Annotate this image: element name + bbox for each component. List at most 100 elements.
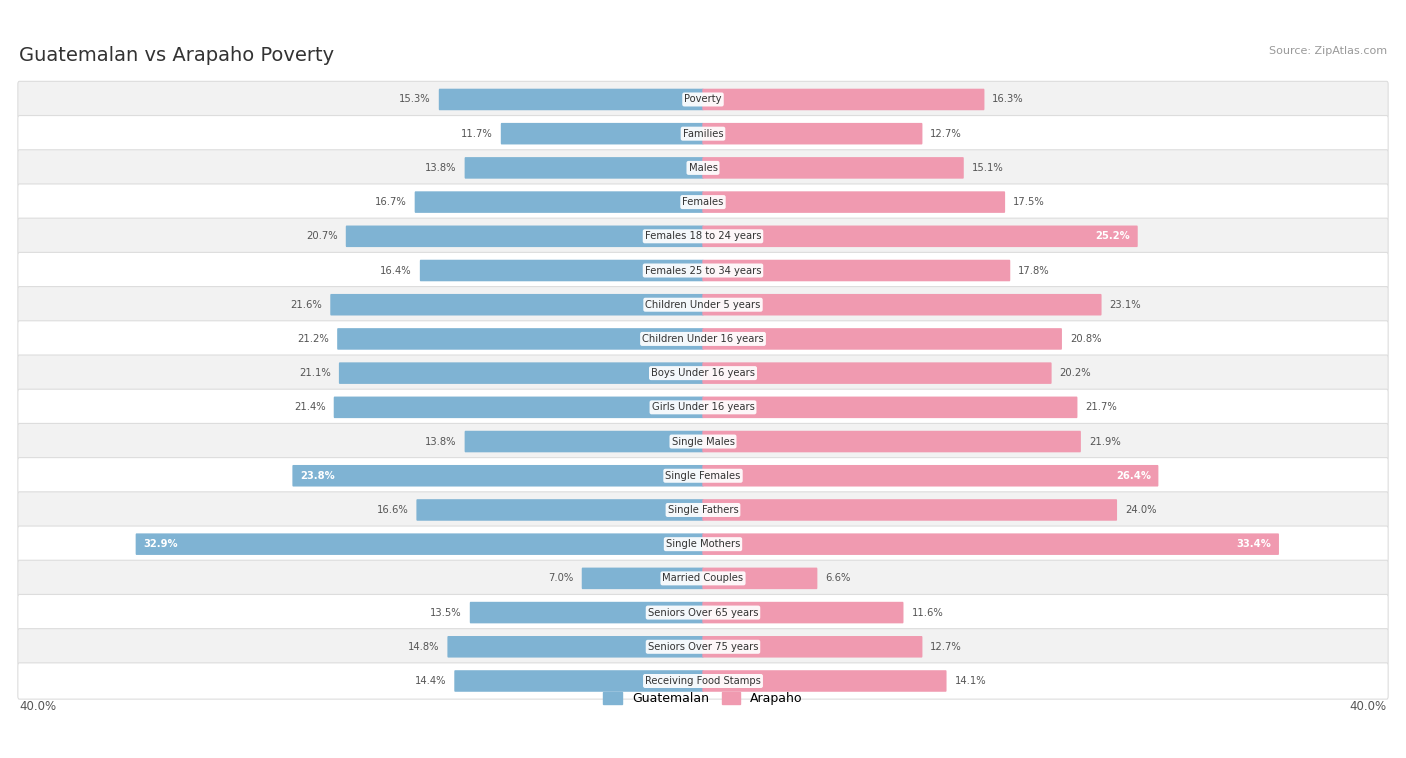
FancyBboxPatch shape [464, 431, 703, 453]
FancyBboxPatch shape [18, 492, 1388, 528]
FancyBboxPatch shape [18, 628, 1388, 665]
Text: 21.6%: 21.6% [291, 299, 322, 310]
Text: 16.4%: 16.4% [380, 265, 412, 275]
Text: 15.3%: 15.3% [399, 95, 430, 105]
Text: 24.0%: 24.0% [1125, 505, 1157, 515]
FancyBboxPatch shape [18, 662, 1388, 699]
Text: 6.6%: 6.6% [825, 573, 851, 584]
Text: Boys Under 16 years: Boys Under 16 years [651, 368, 755, 378]
Text: 20.8%: 20.8% [1070, 334, 1101, 344]
Text: 13.5%: 13.5% [430, 608, 461, 618]
FancyBboxPatch shape [18, 287, 1388, 323]
Text: 32.9%: 32.9% [143, 539, 179, 549]
Text: Females 18 to 24 years: Females 18 to 24 years [645, 231, 761, 241]
Text: Source: ZipAtlas.com: Source: ZipAtlas.com [1268, 46, 1386, 56]
FancyBboxPatch shape [703, 89, 984, 110]
FancyBboxPatch shape [501, 123, 703, 145]
FancyBboxPatch shape [346, 226, 703, 247]
Text: 11.6%: 11.6% [911, 608, 943, 618]
FancyBboxPatch shape [135, 534, 703, 555]
FancyBboxPatch shape [18, 321, 1388, 357]
FancyBboxPatch shape [703, 534, 1279, 555]
FancyBboxPatch shape [18, 218, 1388, 255]
FancyBboxPatch shape [415, 191, 703, 213]
FancyBboxPatch shape [339, 362, 703, 384]
Text: Single Males: Single Males [672, 437, 734, 446]
Text: Females: Females [682, 197, 724, 207]
Text: 25.2%: 25.2% [1095, 231, 1130, 241]
FancyBboxPatch shape [439, 89, 703, 110]
Text: 20.2%: 20.2% [1060, 368, 1091, 378]
Text: Children Under 16 years: Children Under 16 years [643, 334, 763, 344]
FancyBboxPatch shape [18, 81, 1388, 117]
FancyBboxPatch shape [703, 670, 946, 692]
FancyBboxPatch shape [18, 355, 1388, 391]
FancyBboxPatch shape [18, 150, 1388, 186]
Text: Seniors Over 75 years: Seniors Over 75 years [648, 642, 758, 652]
Text: 14.4%: 14.4% [415, 676, 446, 686]
Text: 40.0%: 40.0% [20, 700, 56, 713]
Text: 7.0%: 7.0% [548, 573, 574, 584]
FancyBboxPatch shape [416, 500, 703, 521]
FancyBboxPatch shape [292, 465, 703, 487]
Text: 26.4%: 26.4% [1116, 471, 1152, 481]
Text: 14.8%: 14.8% [408, 642, 440, 652]
Text: Single Mothers: Single Mothers [666, 539, 740, 549]
FancyBboxPatch shape [18, 560, 1388, 597]
FancyBboxPatch shape [703, 602, 904, 623]
Text: Married Couples: Married Couples [662, 573, 744, 584]
FancyBboxPatch shape [703, 465, 1159, 487]
FancyBboxPatch shape [18, 458, 1388, 494]
FancyBboxPatch shape [703, 636, 922, 657]
Text: Seniors Over 65 years: Seniors Over 65 years [648, 608, 758, 618]
Text: 21.7%: 21.7% [1085, 402, 1118, 412]
FancyBboxPatch shape [703, 328, 1062, 349]
Text: Single Fathers: Single Fathers [668, 505, 738, 515]
FancyBboxPatch shape [18, 184, 1388, 221]
Text: 16.6%: 16.6% [377, 505, 409, 515]
Text: 33.4%: 33.4% [1236, 539, 1271, 549]
FancyBboxPatch shape [18, 526, 1388, 562]
FancyBboxPatch shape [703, 362, 1052, 384]
Text: 15.1%: 15.1% [972, 163, 1004, 173]
FancyBboxPatch shape [703, 294, 1101, 315]
FancyBboxPatch shape [333, 396, 703, 418]
Text: 40.0%: 40.0% [1350, 700, 1386, 713]
FancyBboxPatch shape [420, 260, 703, 281]
Text: 13.8%: 13.8% [425, 163, 457, 173]
Text: Children Under 5 years: Children Under 5 years [645, 299, 761, 310]
Text: 17.8%: 17.8% [1018, 265, 1050, 275]
FancyBboxPatch shape [464, 157, 703, 179]
FancyBboxPatch shape [18, 115, 1388, 152]
FancyBboxPatch shape [703, 260, 1011, 281]
Text: 13.8%: 13.8% [425, 437, 457, 446]
Text: 20.7%: 20.7% [307, 231, 337, 241]
FancyBboxPatch shape [703, 123, 922, 145]
Text: Poverty: Poverty [685, 95, 721, 105]
Text: Females 25 to 34 years: Females 25 to 34 years [645, 265, 761, 275]
Text: 11.7%: 11.7% [461, 129, 494, 139]
Text: 21.1%: 21.1% [299, 368, 330, 378]
FancyBboxPatch shape [18, 424, 1388, 459]
FancyBboxPatch shape [703, 226, 1137, 247]
FancyBboxPatch shape [18, 389, 1388, 425]
Text: Guatemalan vs Arapaho Poverty: Guatemalan vs Arapaho Poverty [20, 46, 335, 65]
FancyBboxPatch shape [582, 568, 703, 589]
Text: Single Females: Single Females [665, 471, 741, 481]
Text: 12.7%: 12.7% [931, 642, 962, 652]
Text: 16.7%: 16.7% [375, 197, 406, 207]
FancyBboxPatch shape [18, 594, 1388, 631]
FancyBboxPatch shape [703, 191, 1005, 213]
Text: Girls Under 16 years: Girls Under 16 years [651, 402, 755, 412]
FancyBboxPatch shape [703, 500, 1116, 521]
FancyBboxPatch shape [703, 396, 1077, 418]
Text: Males: Males [689, 163, 717, 173]
Text: 21.9%: 21.9% [1088, 437, 1121, 446]
FancyBboxPatch shape [454, 670, 703, 692]
Text: Receiving Food Stamps: Receiving Food Stamps [645, 676, 761, 686]
Text: 21.2%: 21.2% [298, 334, 329, 344]
Text: 23.8%: 23.8% [299, 471, 335, 481]
Text: 14.1%: 14.1% [955, 676, 986, 686]
Text: 17.5%: 17.5% [1012, 197, 1045, 207]
FancyBboxPatch shape [330, 294, 703, 315]
